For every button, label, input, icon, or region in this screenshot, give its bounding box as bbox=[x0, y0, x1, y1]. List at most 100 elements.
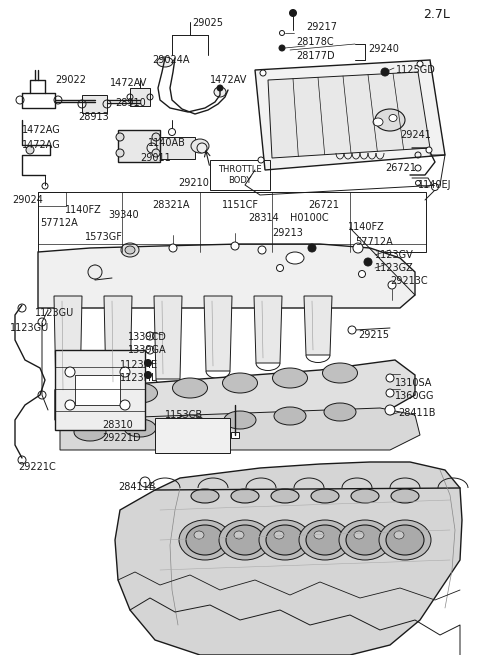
Text: 1140EJ: 1140EJ bbox=[418, 180, 452, 190]
Text: 29213: 29213 bbox=[272, 228, 303, 238]
Circle shape bbox=[146, 346, 154, 354]
Circle shape bbox=[140, 477, 150, 487]
Bar bbox=[118, 130, 160, 162]
Bar bbox=[38, 192, 66, 206]
Circle shape bbox=[279, 45, 285, 51]
Circle shape bbox=[152, 133, 160, 141]
Bar bbox=[155, 137, 195, 159]
Bar bbox=[130, 88, 150, 106]
Circle shape bbox=[65, 367, 75, 377]
Ellipse shape bbox=[226, 525, 264, 555]
Ellipse shape bbox=[219, 520, 271, 560]
Text: 28411B: 28411B bbox=[118, 482, 156, 492]
Ellipse shape bbox=[271, 489, 299, 503]
Circle shape bbox=[197, 143, 207, 153]
Ellipse shape bbox=[121, 243, 139, 257]
Circle shape bbox=[168, 128, 176, 136]
Text: 28314: 28314 bbox=[248, 213, 279, 223]
Bar bbox=[38, 192, 426, 252]
Circle shape bbox=[308, 244, 316, 252]
Polygon shape bbox=[38, 244, 415, 308]
Bar bbox=[210, 160, 270, 190]
Text: 1151CF: 1151CF bbox=[222, 200, 259, 210]
Ellipse shape bbox=[191, 489, 219, 503]
Circle shape bbox=[348, 326, 356, 334]
Ellipse shape bbox=[186, 525, 224, 555]
Ellipse shape bbox=[157, 57, 173, 67]
Text: 29024A: 29024A bbox=[152, 55, 190, 65]
Ellipse shape bbox=[122, 383, 157, 403]
Circle shape bbox=[381, 68, 389, 76]
Circle shape bbox=[260, 70, 266, 76]
Circle shape bbox=[432, 183, 439, 191]
Polygon shape bbox=[268, 72, 430, 158]
Ellipse shape bbox=[394, 531, 404, 539]
Text: 1360GG: 1360GG bbox=[395, 391, 434, 401]
Text: 1140FZ: 1140FZ bbox=[65, 205, 102, 215]
Circle shape bbox=[146, 332, 154, 340]
Text: 57712A: 57712A bbox=[355, 237, 393, 247]
Ellipse shape bbox=[375, 109, 405, 131]
Ellipse shape bbox=[124, 419, 156, 437]
Circle shape bbox=[359, 271, 365, 278]
Text: 28177D: 28177D bbox=[296, 51, 335, 61]
Circle shape bbox=[231, 242, 239, 250]
Text: 57712A: 57712A bbox=[40, 218, 78, 228]
Ellipse shape bbox=[259, 520, 311, 560]
Ellipse shape bbox=[391, 489, 419, 503]
Circle shape bbox=[353, 243, 363, 253]
Text: 39340: 39340 bbox=[108, 210, 139, 220]
Circle shape bbox=[144, 360, 152, 367]
Circle shape bbox=[388, 281, 396, 289]
Polygon shape bbox=[304, 296, 332, 355]
Circle shape bbox=[364, 258, 372, 266]
Text: 1339GA: 1339GA bbox=[128, 345, 167, 355]
Circle shape bbox=[276, 265, 284, 272]
Text: 2.7L: 2.7L bbox=[423, 8, 450, 21]
Text: 1123HL: 1123HL bbox=[120, 373, 157, 383]
Circle shape bbox=[279, 31, 285, 35]
Ellipse shape bbox=[274, 407, 306, 425]
Text: 1125GD: 1125GD bbox=[396, 65, 436, 75]
Circle shape bbox=[116, 133, 124, 141]
Text: 26721: 26721 bbox=[308, 200, 339, 210]
Text: 1140FZ: 1140FZ bbox=[348, 222, 385, 232]
Polygon shape bbox=[204, 296, 232, 371]
Ellipse shape bbox=[351, 489, 379, 503]
Text: 28910: 28910 bbox=[115, 98, 146, 108]
Text: 29022: 29022 bbox=[55, 75, 86, 85]
Circle shape bbox=[258, 157, 264, 163]
Ellipse shape bbox=[152, 139, 174, 155]
Ellipse shape bbox=[373, 118, 383, 126]
Circle shape bbox=[217, 85, 223, 91]
Polygon shape bbox=[115, 462, 462, 655]
Polygon shape bbox=[255, 60, 445, 170]
Ellipse shape bbox=[224, 411, 256, 429]
Text: H0100C: H0100C bbox=[290, 213, 329, 223]
Ellipse shape bbox=[286, 252, 304, 264]
Circle shape bbox=[426, 147, 432, 153]
Circle shape bbox=[65, 400, 75, 410]
Text: 29215: 29215 bbox=[358, 330, 389, 340]
Ellipse shape bbox=[194, 531, 204, 539]
Circle shape bbox=[116, 149, 124, 157]
Circle shape bbox=[386, 389, 394, 397]
Text: 29240: 29240 bbox=[368, 44, 399, 54]
Ellipse shape bbox=[311, 489, 339, 503]
Circle shape bbox=[417, 61, 423, 67]
Circle shape bbox=[152, 149, 160, 157]
Ellipse shape bbox=[314, 531, 324, 539]
Ellipse shape bbox=[386, 525, 424, 555]
Text: 29011: 29011 bbox=[140, 153, 171, 163]
Polygon shape bbox=[104, 296, 132, 387]
Ellipse shape bbox=[354, 531, 364, 539]
Text: 1310SA: 1310SA bbox=[395, 378, 432, 388]
Text: 29221C: 29221C bbox=[18, 462, 56, 472]
Circle shape bbox=[385, 405, 395, 415]
Ellipse shape bbox=[379, 520, 431, 560]
Polygon shape bbox=[55, 360, 415, 420]
Bar bbox=[55, 350, 145, 430]
Text: 28178C: 28178C bbox=[296, 37, 334, 47]
Circle shape bbox=[289, 10, 297, 16]
Ellipse shape bbox=[274, 531, 284, 539]
